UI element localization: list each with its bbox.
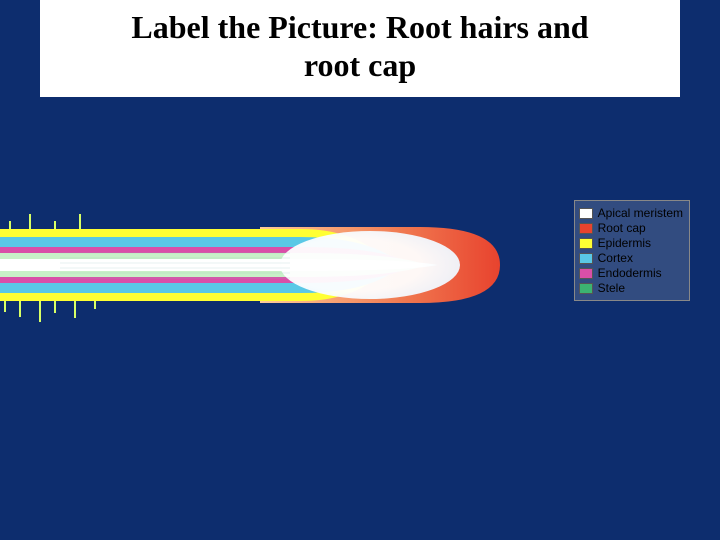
legend-row: Endodermis <box>579 266 683 280</box>
legend-label: Root cap <box>598 221 646 235</box>
apical-meristem-shape <box>280 231 460 299</box>
root-svg <box>0 200 520 330</box>
legend-label: Endodermis <box>598 266 662 280</box>
legend-swatch <box>579 283 593 294</box>
title-line2: root cap <box>304 47 416 83</box>
legend-row: Stele <box>579 281 683 295</box>
legend-label: Apical meristem <box>598 206 683 220</box>
legend-swatch <box>579 208 593 219</box>
legend-swatch <box>579 223 593 234</box>
legend-swatch <box>579 268 593 279</box>
legend-row: Epidermis <box>579 236 683 250</box>
legend-label: Stele <box>598 281 625 295</box>
legend-swatch <box>579 238 593 249</box>
title-line1: Label the Picture: Root hairs and <box>131 9 588 45</box>
legend-row: Root cap <box>579 221 683 235</box>
legend-row: Apical meristem <box>579 206 683 220</box>
slide-title: Label the Picture: Root hairs and root c… <box>40 0 680 97</box>
legend-swatch <box>579 253 593 264</box>
legend-row: Cortex <box>579 251 683 265</box>
legend-box: Apical meristemRoot capEpidermisCortexEn… <box>574 200 690 301</box>
legend-label: Epidermis <box>598 236 651 250</box>
legend-label: Cortex <box>598 251 633 265</box>
